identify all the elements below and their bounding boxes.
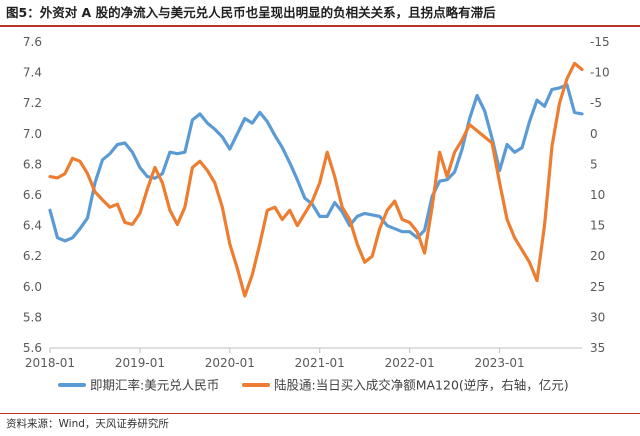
y-right-tick-label: 35 xyxy=(590,341,605,355)
x-tick-label: 2023-01 xyxy=(475,356,525,370)
y-right-tick-label: -5 xyxy=(590,96,602,110)
y-left-tick-label: 7.2 xyxy=(23,96,42,110)
y-left-tick-label: 5.8 xyxy=(23,310,42,324)
y-left-tick-label: 7.6 xyxy=(23,35,42,49)
y-right-tick-label: 30 xyxy=(590,310,605,324)
northbound-flow-line xyxy=(48,61,584,298)
y-left-tick-label: 7.0 xyxy=(23,127,42,141)
legend: 即期汇率:美元兑人民币 陆股通:当日买入成交净额MA120(逆序，右轴，亿元) xyxy=(58,378,569,393)
fx-rate-line xyxy=(48,83,584,243)
y-right-tick-label: -10 xyxy=(590,66,610,80)
axes: 7.6 7.4 7.2 7.0 6.8 6.6 6.4 6.2 6.0 5.8 5.6 -15 -10 -… xyxy=(23,35,610,370)
y-left-tick-label: 6.0 xyxy=(23,280,42,294)
y-left-tick-label: 7.4 xyxy=(23,66,42,80)
x-tick-label: 2021-01 xyxy=(295,356,345,370)
x-tick-label: 2020-01 xyxy=(205,356,255,370)
source-rule xyxy=(0,413,640,414)
y-right-tick-label: 10 xyxy=(590,188,605,202)
legend-label: 陆股通:当日买入成交净额MA120(逆序，右轴，亿元) xyxy=(274,378,569,393)
y-left-tick-label: 5.6 xyxy=(23,341,42,355)
y-right-tick-label: 15 xyxy=(590,219,605,233)
y-left-tick-label: 6.6 xyxy=(23,188,42,202)
y-right-tick-label: -15 xyxy=(590,35,610,49)
y-left-tick-label: 6.4 xyxy=(23,219,42,233)
source-note: 资料来源：Wind，天风证券研究所 xyxy=(6,418,169,430)
y-right-tick-label: 25 xyxy=(590,280,605,294)
x-tick-label: 2019-01 xyxy=(115,356,165,370)
x-tick-label: 2018-01 xyxy=(25,356,75,370)
y-right-tick-label: 20 xyxy=(590,249,605,263)
y-left-tick-label: 6.8 xyxy=(23,157,42,171)
series-layer xyxy=(48,61,584,298)
x-tick-label: 2022-01 xyxy=(385,356,435,370)
chart-title: 图5：外资对 A 股的净流入与美元兑人民币也呈现出明显的负相关关系，且拐点略有滞… xyxy=(6,5,496,20)
y-left-tick-label: 6.2 xyxy=(23,249,42,263)
y-right-tick-label: 5 xyxy=(590,157,598,171)
chart-canvas: 7.6 7.4 7.2 7.0 6.8 6.6 6.4 6.2 6.0 5.8 5.6 -15 -10 -… xyxy=(23,35,610,393)
y-right-tick-label: 0 xyxy=(590,127,598,141)
legend-label: 即期汇率:美元兑人民币 xyxy=(90,378,219,393)
title-rule xyxy=(0,25,640,27)
